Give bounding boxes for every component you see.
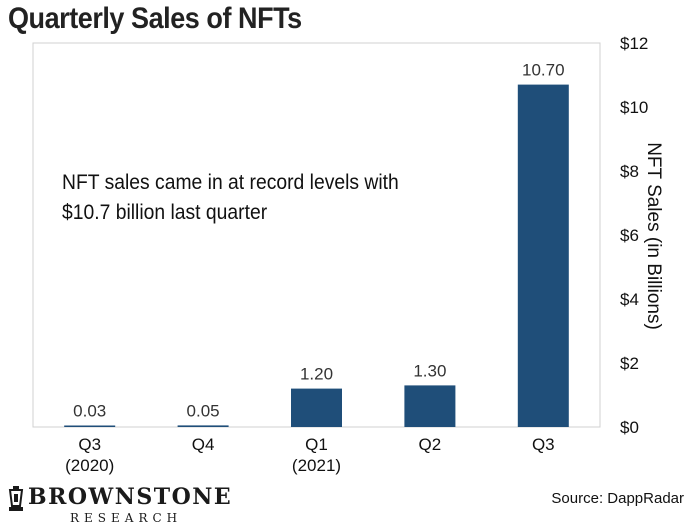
data-label: 0.05 <box>187 401 220 420</box>
x-tick-label: Q3 <box>78 435 101 454</box>
data-label: 0.03 <box>73 402 106 421</box>
logo-subtitle: RESEARCH <box>70 511 183 525</box>
x-tick-label: (2020) <box>65 456 114 475</box>
y-axis-label: NFT Sales (in Billions) <box>643 142 664 330</box>
data-label: 1.20 <box>300 365 333 384</box>
logo-wordmark: BROWNSTONE <box>28 484 233 510</box>
x-tick-label: (2021) <box>292 456 341 475</box>
y-tick-label: $12 <box>620 34 648 53</box>
source-note: Source: DappRadar <box>551 490 684 507</box>
bar <box>177 425 229 427</box>
chart-title: Quarterly Sales of NFTs <box>8 2 302 35</box>
x-tick-label: Q3 <box>532 435 555 454</box>
data-label: 1.30 <box>413 361 446 380</box>
bar <box>404 385 456 427</box>
bar <box>517 84 569 427</box>
x-tick-label: Q4 <box>192 435 215 454</box>
y-tick-label: $8 <box>620 162 639 181</box>
bar <box>291 388 342 427</box>
lantern-icon <box>8 486 24 511</box>
x-tick-label: Q2 <box>419 435 442 454</box>
data-label: 10.70 <box>522 61 565 80</box>
bar <box>64 425 116 427</box>
y-tick-label: $10 <box>620 98 648 117</box>
y-tick-label: $4 <box>620 290 639 309</box>
chart-annotation: NFT sales came in at record levels with … <box>62 171 399 224</box>
x-tick-label: Q1 <box>305 435 328 454</box>
y-tick-label: $6 <box>620 226 639 245</box>
y-tick-label: $0 <box>620 418 639 437</box>
y-tick-label: $2 <box>620 354 639 373</box>
